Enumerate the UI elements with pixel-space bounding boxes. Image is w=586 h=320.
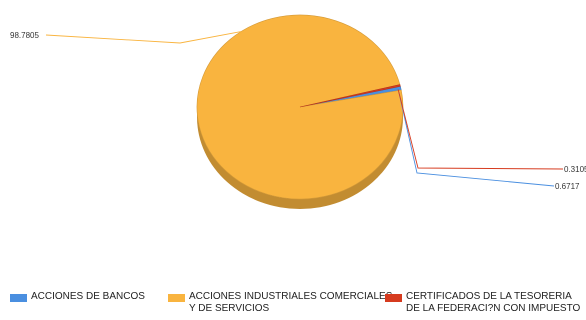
pie-chart-plot: 0.6717 98.7805 0.3105 — [10, 14, 586, 209]
legend-swatch-acciones-industriales — [168, 294, 185, 302]
legend-label-acciones-industriales: ACCIONES INDUSTRIALES COMERCIALES Y DE S… — [189, 291, 393, 314]
leader-line-certificados-tesoreria — [397, 89, 564, 170]
legend-label-acciones-de-bancos: ACCIONES DE BANCOS — [31, 291, 145, 302]
legend-item-acciones-industriales: ACCIONES INDUSTRIALES COMERCIALES Y DE S… — [168, 291, 392, 315]
leader-lines — [45, 31, 564, 187]
legend-item-acciones-de-bancos: ACCIONES DE BANCOS — [10, 291, 145, 303]
pie-top-layer — [196, 14, 404, 200]
legend: ACCIONES DE BANCOS ACCIONES INDUSTRIALES… — [10, 291, 584, 319]
legend-item-certificados-tesoreria: CERTIFICADOS DE LA TESORERIA DE LA FEDER… — [385, 291, 580, 315]
legend-swatch-acciones-de-bancos — [10, 294, 27, 302]
legend-swatch-certificados-tesoreria — [385, 294, 402, 302]
data-label-acciones-industriales: 98.7805 — [10, 31, 39, 40]
leader-line-acciones-industriales — [45, 31, 242, 44]
data-label-acciones-de-bancos: 0.6717 — [555, 182, 580, 191]
legend-label-certificados-tesoreria: CERTIFICADOS DE LA TESORERIA DE LA FEDER… — [406, 291, 581, 314]
data-label-certificados-tesoreria: 0.3105 — [564, 165, 586, 174]
pie-slice-certificados-tesoreria — [299, 84, 401, 108]
leader-line-acciones-de-bancos — [398, 92, 555, 187]
data-labels: 0.6717 98.7805 0.3105 — [10, 31, 586, 191]
